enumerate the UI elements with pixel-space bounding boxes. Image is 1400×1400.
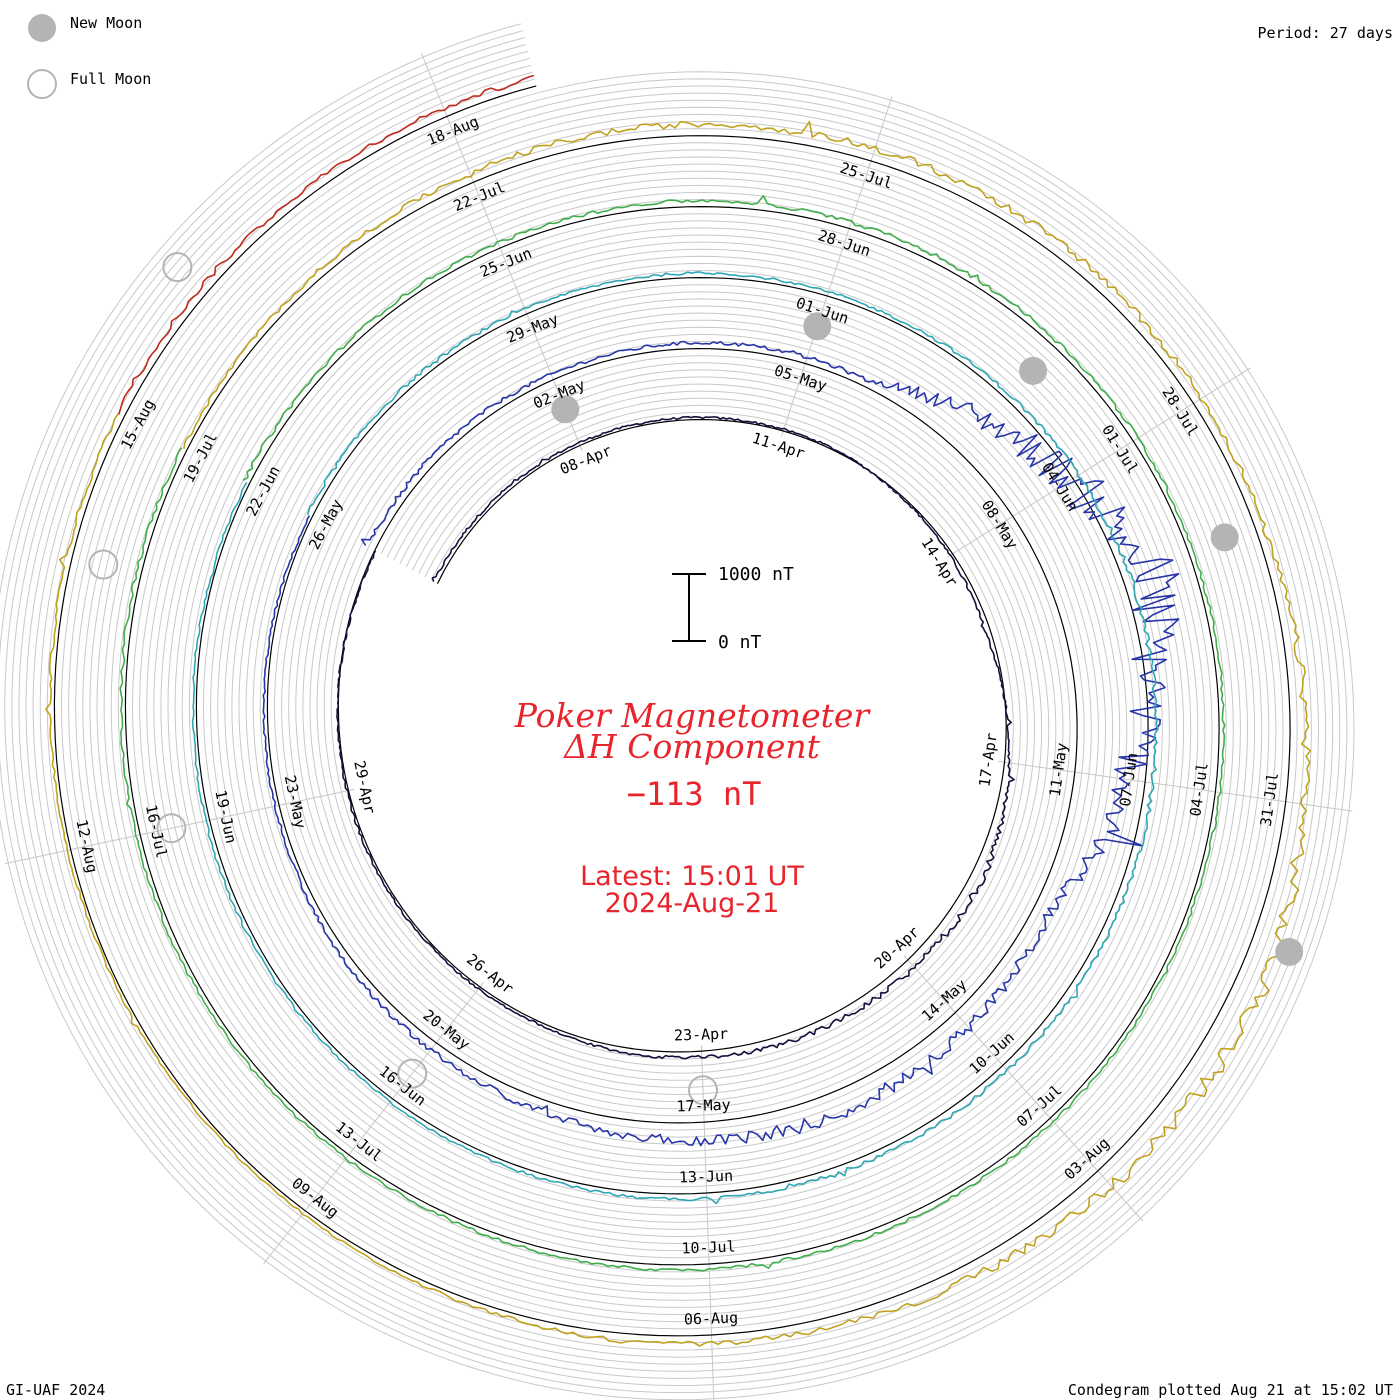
day-spoke xyxy=(780,366,805,437)
full-moon-legend-icon xyxy=(27,69,57,99)
series-trace-rev-4 xyxy=(119,195,1226,1272)
date-label: 04-Jul xyxy=(1186,761,1211,817)
scale-bar: 1000 nT 0 nT xyxy=(672,564,794,653)
day-spoke xyxy=(350,1093,397,1153)
day-spoke xyxy=(212,803,286,820)
day-spoke xyxy=(1188,367,1251,408)
day-spoke xyxy=(306,1149,353,1209)
day-spoke xyxy=(998,760,1072,773)
day-spoke xyxy=(703,1116,707,1190)
baseline-spiral-line xyxy=(53,85,1291,1337)
new-moon-marker xyxy=(803,312,832,341)
day-spoke xyxy=(903,955,954,1011)
date-label: 05-May xyxy=(772,361,829,395)
day-spoke xyxy=(74,833,147,850)
new-moon-marker xyxy=(1275,938,1304,966)
date-label: 28-Jun xyxy=(816,226,873,260)
day-spoke xyxy=(1093,1166,1144,1222)
grid-spiral-line xyxy=(32,64,1312,1358)
full-moon-marker xyxy=(88,549,119,580)
day-spoke xyxy=(705,1186,710,1261)
grid-spiral-line xyxy=(25,57,1320,1365)
date-label: 10-Jul xyxy=(681,1238,736,1258)
moon-markers xyxy=(88,252,1304,1106)
date-label: 25-Jul xyxy=(838,159,895,193)
full-moon-marker xyxy=(156,813,187,844)
day-spoke xyxy=(947,517,1011,558)
day-spoke xyxy=(824,231,849,302)
scale-top-label: 1000 nT xyxy=(718,564,794,585)
series-trace-rev-5 xyxy=(45,120,1312,1347)
day-spoke xyxy=(846,164,871,235)
day-spoke xyxy=(1279,800,1353,812)
date-label: 11-May xyxy=(1046,742,1071,798)
period-label: Period: 27 days xyxy=(1258,24,1393,42)
grid-spiral-line xyxy=(46,78,1298,1344)
plotted-label: Condegram plotted Aug 21 at 15:02 UT xyxy=(1068,1381,1393,1399)
baseline-spiral xyxy=(53,85,1291,1337)
grid-spiral-line xyxy=(0,23,1355,1400)
day-spoke xyxy=(950,1007,1001,1064)
chart-subtitle: ΔH Component xyxy=(562,727,821,766)
series-trace-rev-1 xyxy=(336,415,1015,1060)
new-moon-marker xyxy=(1210,523,1239,552)
series-trace-rev-2 xyxy=(262,340,1180,1147)
date-label: 06-Aug xyxy=(684,1309,739,1329)
chart-title: Poker Magnetometer xyxy=(514,696,872,735)
day-spoke xyxy=(708,1257,712,1332)
full-moon-marker xyxy=(397,1058,428,1089)
date-label: 17-Apr xyxy=(975,732,1000,788)
date-label: 08-Apr xyxy=(557,441,614,478)
date-label: 23-Apr xyxy=(674,1025,729,1045)
full-moon-marker xyxy=(688,1075,718,1106)
series-trace-rev-6 xyxy=(118,74,535,415)
new-moon-legend-label: New Moon xyxy=(70,14,142,32)
date-label: 29-Apr xyxy=(350,759,379,816)
day-spoke xyxy=(143,818,216,835)
latest-time: Latest: 15:01 UT xyxy=(580,861,804,892)
day-spoke xyxy=(1045,1113,1096,1169)
grid-spiral-line xyxy=(39,71,1305,1351)
new-moon-marker xyxy=(551,395,580,424)
grid-spiral-line xyxy=(4,37,1341,1387)
current-value: −113 nT xyxy=(627,775,762,813)
day-spoke xyxy=(438,981,484,1041)
date-label: 07-Jun xyxy=(1116,752,1141,808)
date-label: 17-May xyxy=(676,1096,731,1116)
spiral-grid xyxy=(0,23,1355,1400)
date-label: 09-Aug xyxy=(288,1174,342,1222)
day-spoke xyxy=(394,1037,441,1097)
new-moon-marker xyxy=(1019,356,1048,385)
day-spoke xyxy=(1067,442,1131,483)
full-moon-legend-label: Full Moon xyxy=(70,70,151,88)
date-label: 31-Jul xyxy=(1257,771,1282,827)
day-spoke xyxy=(263,1205,310,1265)
latest-date: 2024-Aug-21 xyxy=(605,888,780,919)
date-label: 16-Jun xyxy=(376,1062,430,1110)
data-series xyxy=(45,74,1312,1347)
grid-spiral-line xyxy=(11,44,1334,1379)
grid-spiral-line xyxy=(18,50,1327,1372)
series-trace-rev-3 xyxy=(191,271,1159,1205)
date-label: 20-May xyxy=(420,1006,474,1054)
day-spoke xyxy=(1068,770,1142,782)
day-spoke xyxy=(1139,780,1212,792)
day-spoke xyxy=(868,96,893,167)
grid-spiral-line xyxy=(0,30,1348,1394)
day-spoke xyxy=(282,788,355,806)
new-moon-legend-icon xyxy=(28,14,56,42)
day-spoke xyxy=(4,847,77,865)
credit-label: GI-UAF 2024 xyxy=(6,1381,105,1399)
full-moon-marker xyxy=(162,252,193,283)
date-label: 13-Jun xyxy=(679,1167,734,1187)
date-label: 26-Apr xyxy=(463,950,517,998)
scale-bottom-label: 0 nT xyxy=(718,632,762,653)
day-spokes xyxy=(4,53,1353,1400)
day-spoke xyxy=(710,1328,715,1400)
date-label: 13-Jul xyxy=(332,1118,386,1166)
